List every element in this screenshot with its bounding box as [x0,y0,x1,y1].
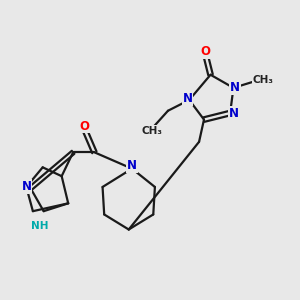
Text: N: N [228,106,239,119]
Text: NH: NH [31,221,48,231]
Text: CH₃: CH₃ [252,75,273,85]
Text: N: N [183,92,193,105]
Text: N: N [230,81,240,94]
Text: O: O [201,45,211,58]
Text: N: N [127,159,137,172]
Text: N: N [22,180,32,193]
Text: CH₃: CH₃ [141,126,162,136]
Text: O: O [79,120,89,133]
